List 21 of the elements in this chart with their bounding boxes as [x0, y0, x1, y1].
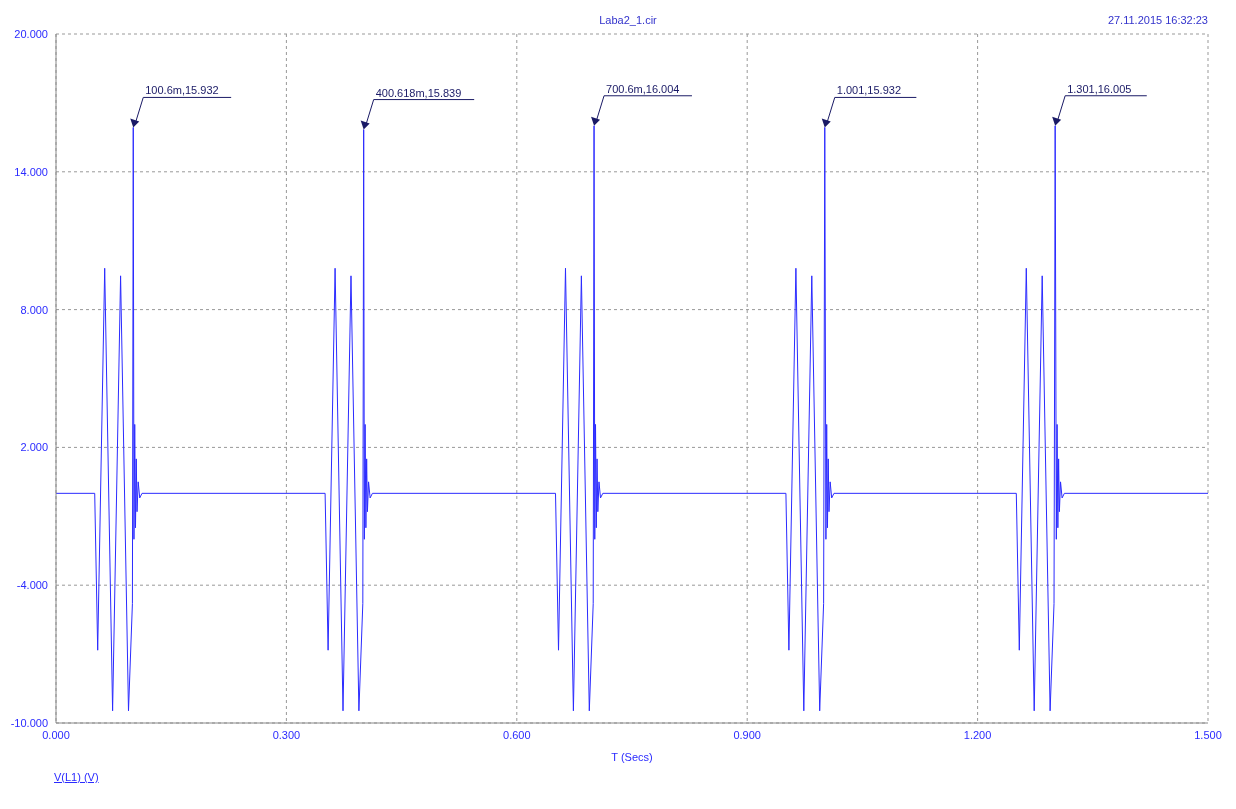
y-tick-label: -10.000: [10, 716, 48, 729]
y-tick-label: 14.000: [14, 165, 48, 178]
x-axis-title: T (Secs): [611, 751, 653, 763]
text: 27.11.2015 16:32:23: [1107, 14, 1208, 26]
y-tick-label: 2.000: [20, 441, 48, 454]
chart-title: Laba2_1.cir: [599, 14, 657, 26]
annotation: 100.6m,15.932: [145, 84, 219, 97]
text: V(L1) (V): [54, 771, 99, 783]
x-tick-label: 0.600: [503, 728, 531, 741]
x-tick-label: 1.200: [963, 728, 992, 741]
x-tick-label: 1.500: [1194, 728, 1222, 741]
x-tick-label: 0.000: [42, 728, 70, 741]
x-tick-label: 0.300: [272, 728, 301, 741]
y-tick-label: 8.000: [20, 303, 48, 316]
annotation: 1.001,15.932: [836, 84, 901, 97]
annotation: 1.301,16.005: [1067, 82, 1132, 95]
annotation: 400.618m,15.839: [375, 86, 462, 99]
annotation: 700.6m,16.004: [606, 82, 680, 95]
x-tick-label: 0.900: [733, 728, 761, 741]
y-tick-label: 20.000: [14, 27, 48, 40]
y-tick-label: -4.000: [16, 579, 48, 592]
